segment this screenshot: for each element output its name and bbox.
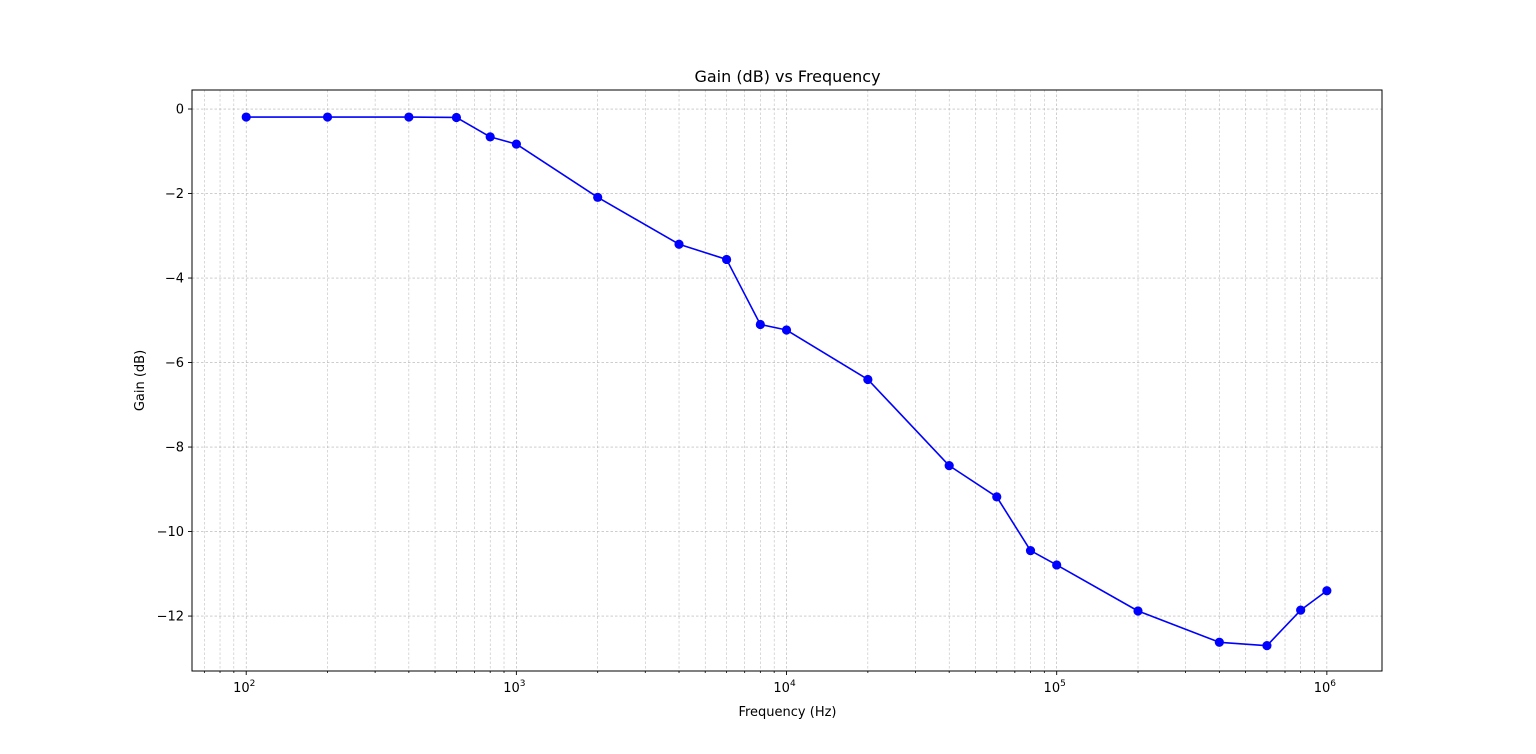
data-point <box>1133 606 1143 616</box>
series-line <box>246 116 1328 647</box>
data-point <box>721 254 732 265</box>
x-tick-label-exponent: 5 <box>1060 679 1066 689</box>
data-point <box>241 112 251 122</box>
x-tick-label-base: 10 <box>233 681 250 696</box>
x-axis: 102 103 104 105 106 <box>203 671 1337 696</box>
x-tick-label: 103 <box>503 679 525 696</box>
y-axis-label: Gain (dB) <box>133 350 148 411</box>
y-tick-label: −12 <box>157 610 184 625</box>
x-tick-label-exponent: 3 <box>520 679 526 689</box>
x-tick-label-exponent: 2 <box>250 679 256 689</box>
data-point <box>863 374 873 385</box>
data-point <box>322 112 333 122</box>
data-point <box>511 139 521 149</box>
x-tick-label-base: 10 <box>1314 681 1331 696</box>
data-point <box>992 492 1002 502</box>
x-axis-label: Frequency (Hz) <box>738 705 836 720</box>
x-tick-label: 106 <box>1314 679 1337 696</box>
data-point <box>404 112 414 122</box>
data-point <box>1322 586 1332 596</box>
data-point <box>485 132 495 142</box>
y-tick-label: −8 <box>165 441 184 456</box>
data-point <box>451 112 462 123</box>
series-layer <box>241 112 1332 651</box>
x-tick-label-base: 10 <box>503 681 520 696</box>
x-tick-label: 105 <box>1044 679 1066 696</box>
y-tick-label: −10 <box>157 525 184 540</box>
data-point <box>1025 545 1036 556</box>
y-axis: 0 −2 −4 −6 −8 −10 −12 <box>157 103 192 625</box>
data-point <box>1296 605 1306 615</box>
data-point <box>1262 641 1272 651</box>
data-point <box>674 239 684 249</box>
x-tick-label-exponent: 4 <box>790 679 796 689</box>
plot-frame <box>191 89 1383 672</box>
data-point <box>1052 560 1062 570</box>
x-tick-label: 104 <box>773 679 796 696</box>
data-point <box>1214 637 1224 647</box>
y-tick-label: −6 <box>165 356 184 371</box>
chart-title: Gain (dB) vs Frequency <box>694 67 880 86</box>
x-tick-label-exponent: 6 <box>1330 679 1336 689</box>
data-point <box>593 192 603 202</box>
y-tick-label: −2 <box>165 187 184 202</box>
x-tick-label-base: 10 <box>773 681 790 696</box>
minor-gridlines <box>204 90 1315 671</box>
y-tick-label: −4 <box>165 272 184 287</box>
y-tick-label: 0 <box>176 103 184 118</box>
data-point <box>781 325 792 335</box>
major-gridlines <box>192 90 1382 671</box>
x-tick-label: 102 <box>233 679 255 696</box>
x-tick-label-base: 10 <box>1044 681 1061 696</box>
data-point <box>944 461 954 471</box>
data-point <box>755 319 765 330</box>
